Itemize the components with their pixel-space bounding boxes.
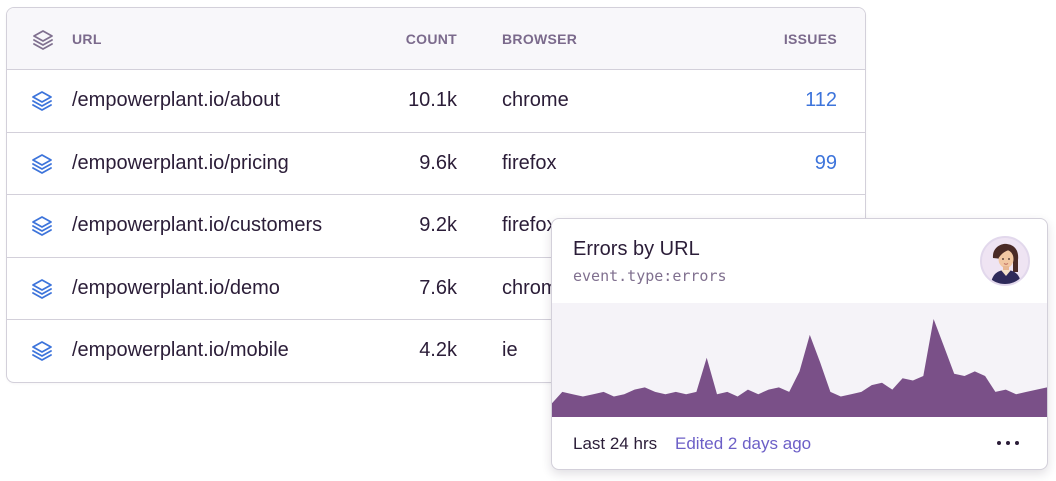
row-count: 9.6k [419, 151, 457, 174]
column-header-count[interactable]: COUNT [405, 31, 457, 47]
widget-query: event.type:errors [573, 267, 727, 285]
errors-by-url-widget[interactable]: Errors by URL event.type:errors Last 24 … [551, 218, 1048, 470]
column-header-url[interactable]: URL [72, 31, 102, 47]
user-avatar[interactable] [980, 236, 1030, 286]
errors-series-area [552, 319, 1047, 417]
row-count: 10.1k [408, 89, 457, 111]
layers-icon [32, 341, 52, 361]
row-url[interactable]: /empowerplant.io/mobile [72, 339, 289, 361]
ellipsis-icon [997, 441, 1019, 445]
table-row[interactable]: /empowerplant.io/about 10.1k chrome 112 [7, 70, 865, 133]
column-header-issues[interactable]: ISSUES [783, 31, 837, 47]
row-url[interactable]: /empowerplant.io/pricing [72, 151, 289, 174]
more-options-button[interactable] [990, 431, 1026, 455]
row-count: 9.2k [419, 214, 457, 236]
edited-link[interactable]: Edited 2 days ago [675, 434, 812, 453]
layers-icon [32, 216, 52, 236]
row-url[interactable]: /empowerplant.io/demo [72, 276, 280, 299]
layers-icon [32, 153, 52, 174]
row-url[interactable]: /empowerplant.io/about [72, 89, 280, 111]
layers-icon [32, 278, 52, 299]
row-browser: firefox [502, 151, 557, 174]
time-range-label: Last 24 hrs [573, 434, 658, 453]
layers-icon [32, 91, 52, 111]
avatar-illustration-icon [982, 238, 1028, 284]
widget-title: Errors by URL [573, 238, 700, 260]
row-issues-link[interactable]: 112 [805, 89, 837, 111]
row-count: 4.2k [419, 339, 457, 361]
layers-icon [33, 30, 53, 50]
row-url[interactable]: /empowerplant.io/customers [72, 214, 323, 236]
chart-area [552, 303, 1047, 417]
row-count: 7.6k [419, 276, 457, 299]
table-body: /empowerplant.io/about 10.1k chrome 112 … [7, 70, 865, 382]
row-issues-link[interactable]: 99 [814, 151, 837, 174]
row-browser: chrome [502, 89, 569, 111]
table-row[interactable]: /empowerplant.io/customers 9.2k firefox [7, 195, 865, 258]
url-table: URL COUNT BROWSER ISSUES /empowerplant.i… [6, 7, 866, 383]
table-header: URL COUNT BROWSER ISSUES [7, 8, 865, 70]
column-header-browser[interactable]: BROWSER [502, 31, 578, 47]
table-row[interactable]: /empowerplant.io/pricing 9.6k firefox 99 [7, 133, 865, 195]
row-browser: ie [502, 339, 518, 361]
errors-area-chart [552, 319, 1047, 417]
row-browser: firefox [502, 214, 557, 236]
table-row[interactable]: /empowerplant.io/mobile 4.2k ie [7, 320, 865, 382]
